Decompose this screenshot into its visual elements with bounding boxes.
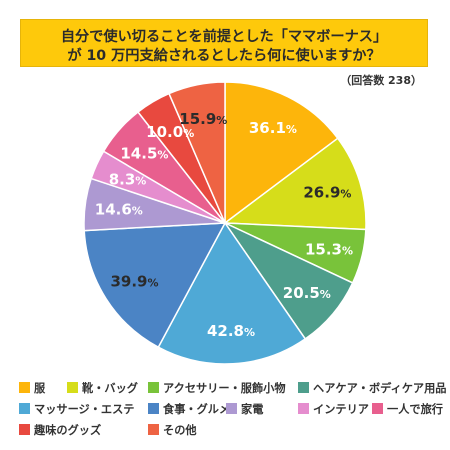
slice-label-9: 14.5% [120,144,168,162]
slice-label-7: 14.6% [95,201,143,219]
chart-title-line-1: 自分で使い切ることを前提とした「ママボーナス」 [60,29,388,45]
pie-slice-2 [222,137,367,231]
slice-label-11: 15.9% [179,110,227,128]
respondent-count: （回答数 238） [340,74,422,87]
pie-slice-5 [157,221,307,365]
slice-label-2: 26.9% [303,183,351,201]
pie-slice-6 [83,222,227,349]
slice-label-4: 20.5% [283,284,331,302]
slice-label-10: 10.0% [146,123,194,141]
slice-label-6: 39.9% [110,273,158,291]
slice-label-5: 42.8% [207,322,255,340]
chart-title-box: 自分で使い切ることを前提とした「ママボーナス」 が 10 万円支給されるとしたら… [20,19,428,67]
slice-label-3: 15.3% [305,241,353,259]
pie-slice-11 [168,81,226,224]
slice-label-8: 8.3% [109,171,147,189]
slice-label-1: 36.1% [249,119,297,137]
chart-title-line-2: が 10 万円支給されるとしたら何に使いますか？ [67,48,381,64]
pie-slice-1 [224,81,339,225]
